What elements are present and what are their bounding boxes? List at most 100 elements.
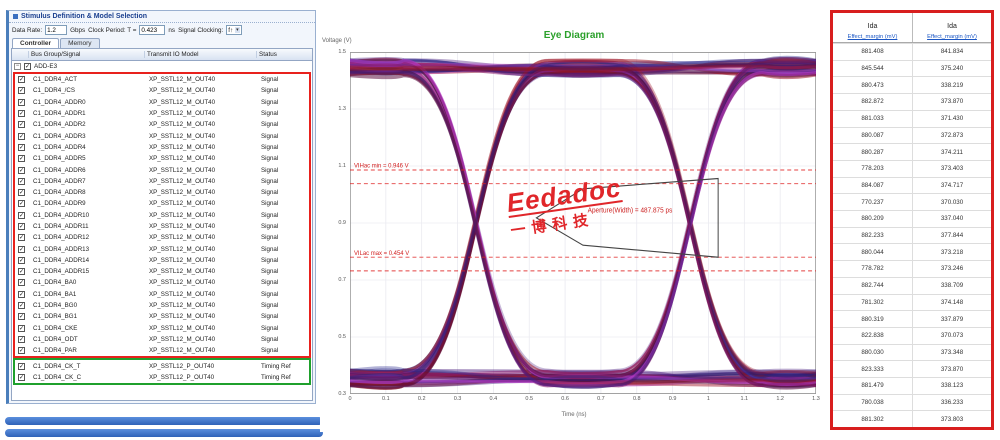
signal-rows-group: ✓ C1_DDR4_ACT XP_SSTL12_M_OUT40 Signal ✓ C1_D… xyxy=(13,72,311,359)
margin-row[interactable]: 882.233 377.844 xyxy=(833,226,991,244)
row-checkbox[interactable]: ✓ xyxy=(18,121,25,129)
table-row[interactable]: ✓ C1_DDR4_ADDR5 XP_SSTL12_M_OUT40 Signal xyxy=(15,153,309,164)
margin-row[interactable]: 884.087 374.717 xyxy=(833,176,991,194)
row-checkbox[interactable]: ✓ xyxy=(18,256,25,264)
margin-col-2-link[interactable]: Effect_margin (mV) xyxy=(927,34,977,40)
margin-row[interactable]: 770.237 370.030 xyxy=(833,193,991,211)
table-row[interactable]: ✓ C1_DDR4_/CS XP_SSTL12_M_OUT40 Signal xyxy=(15,85,309,96)
table-row[interactable]: ✓ C1_DDR4_ADDR6 XP_SSTL12_M_OUT40 Signal xyxy=(15,164,309,175)
row-checkbox[interactable]: ✓ xyxy=(18,324,25,332)
io-model: XP_SSTL12_M_OUT40 xyxy=(149,256,216,264)
row-checkbox[interactable]: ✓ xyxy=(18,177,25,185)
table-row[interactable]: ✓ C1_DDR4_ADDR14 XP_SSTL12_M_OUT40 Signal xyxy=(15,255,309,266)
row-checkbox[interactable]: ✓ xyxy=(18,290,25,298)
table-row[interactable]: ✓ C1_DDR4_ADDR13 XP_SSTL12_M_OUT40 Signal xyxy=(15,243,309,254)
row-status: Signal xyxy=(261,110,279,118)
margin-value: 880.030 xyxy=(861,349,884,356)
row-status: Signal xyxy=(261,335,279,343)
margin-row[interactable]: 880.044 373.218 xyxy=(833,243,991,261)
margin-row[interactable]: 781.302 374.148 xyxy=(833,293,991,311)
row-checkbox[interactable]: ✓ xyxy=(18,234,25,242)
margin-row[interactable]: 882.744 338.709 xyxy=(833,276,991,294)
margin-row[interactable]: 881.408 841.834 xyxy=(833,43,991,60)
row-checkbox[interactable]: ✓ xyxy=(18,347,25,355)
table-row[interactable]: ✓ C1_DDR4_ACT XP_SSTL12_M_OUT40 Signal xyxy=(15,74,309,85)
margin-row[interactable]: 823.333 373.870 xyxy=(833,360,991,378)
io-model: XP_SSTL12_M_OUT40 xyxy=(149,177,216,185)
row-checkbox[interactable]: ✓ xyxy=(18,76,25,84)
table-row[interactable]: ✓ C1_DDR4_ADDR15 XP_SSTL12_M_OUT40 Signal xyxy=(15,266,309,277)
table-row[interactable]: ✓ C1_DDR4_CK_C XP_SSTL12_P_OUT40 Timing Ref xyxy=(15,372,309,383)
tab-controller[interactable]: Controller xyxy=(12,38,60,48)
margin-row[interactable]: 880.473 338.219 xyxy=(833,76,991,94)
margin-row[interactable]: 880.287 374.211 xyxy=(833,143,991,160)
table-row[interactable]: ✓ C1_DDR4_BA1 XP_SSTL12_M_OUT40 Signal xyxy=(15,289,309,300)
table-row[interactable]: ✓ C1_DDR4_ADDR10 XP_SSTL12_M_OUT40 Signal xyxy=(15,210,309,221)
margin-row[interactable]: 881.033 371.430 xyxy=(833,109,991,127)
table-row[interactable]: ✓ C1_DDR4_ADDR2 XP_SSTL12_M_OUT40 Signal xyxy=(15,119,309,130)
row-checkbox[interactable]: ✓ xyxy=(18,211,25,219)
row-status: Signal xyxy=(261,324,279,332)
row-checkbox[interactable]: ✓ xyxy=(18,362,25,370)
table-row[interactable]: ✓ C1_DDR4_ADDR1 XP_SSTL12_M_OUT40 Signal xyxy=(15,108,309,119)
row-checkbox[interactable]: ✓ xyxy=(18,373,25,381)
margin-row[interactable]: 780.038 336.233 xyxy=(833,393,991,411)
row-checkbox[interactable]: ✓ xyxy=(18,313,25,321)
row-checkbox[interactable]: ✓ xyxy=(18,110,25,118)
clock-period-input[interactable] xyxy=(139,25,166,35)
row-checkbox[interactable]: ✓ xyxy=(18,189,25,197)
row-checkbox[interactable]: ✓ xyxy=(18,155,25,163)
io-model: XP_SSTL12_M_OUT40 xyxy=(149,234,216,242)
margin-row[interactable]: 778.203 373.403 xyxy=(833,159,991,177)
table-row[interactable]: ✓ C1_DDR4_ODT XP_SSTL12_M_OUT40 Signal xyxy=(15,334,309,345)
data-rate-input[interactable] xyxy=(45,25,68,35)
table-row[interactable]: ✓ C1_DDR4_ADDR8 XP_SSTL12_M_OUT40 Signal xyxy=(15,187,309,198)
margin-row[interactable]: 880.030 373.348 xyxy=(833,343,991,361)
margin-row[interactable]: 778.782 373.246 xyxy=(833,260,991,277)
margin-row[interactable]: 880.209 337.040 xyxy=(833,210,991,227)
margin-row[interactable]: 881.479 338.123 xyxy=(833,377,991,394)
row-checkbox[interactable]: ✓ xyxy=(18,335,25,343)
margin-row[interactable]: 845.544 375.240 xyxy=(833,59,991,77)
table-row[interactable]: ✓ C1_DDR4_ADDR12 XP_SSTL12_M_OUT40 Signal xyxy=(15,232,309,243)
eye-plot[interactable]: VIHac min = 0.946 V VILac max = 0.454 V Ap… xyxy=(350,52,816,394)
row-checkbox[interactable]: ✓ xyxy=(18,223,25,230)
table-row[interactable]: ✓ C1_DDR4_PAR XP_SSTL12_M_OUT40 Signal xyxy=(15,345,309,356)
margin-value: 374.211 xyxy=(912,144,991,160)
signal-clocking-select[interactable]: f↑ ▾ xyxy=(226,25,242,35)
collapse-icon[interactable]: − xyxy=(14,63,21,70)
table-row[interactable]: ✓ C1_DDR4_ADDR4 XP_SSTL12_M_OUT40 Signal xyxy=(15,142,309,153)
margin-row[interactable]: 880.319 337.879 xyxy=(833,310,991,327)
table-row[interactable]: ✓ C1_DDR4_BG1 XP_SSTL12_M_OUT40 Signal xyxy=(15,311,309,322)
margin-value: 781.302 xyxy=(861,298,884,306)
table-row[interactable]: ✓ C1_DDR4_CK_T XP_SSTL12_P_OUT40 Timing Ref xyxy=(15,360,309,371)
row-checkbox[interactable]: ✓ xyxy=(18,132,25,140)
root-checkbox[interactable]: ✓ xyxy=(24,63,31,70)
tree-root-row[interactable]: − ✓ ADD-E3 xyxy=(12,61,312,72)
table-row[interactable]: ✓ C1_DDR4_ADDR0 XP_SSTL12_M_OUT40 Signal xyxy=(15,97,309,108)
margin-row[interactable]: 880.087 372.873 xyxy=(833,126,991,144)
table-row[interactable]: ✓ C1_DDR4_BG0 XP_SSTL12_M_OUT40 Signal xyxy=(15,300,309,311)
table-row[interactable]: ✓ C1_DDR4_CKE XP_SSTL12_M_OUT40 Signal xyxy=(15,323,309,334)
row-checkbox[interactable]: ✓ xyxy=(18,302,25,310)
row-checkbox[interactable]: ✓ xyxy=(18,245,25,253)
row-checkbox[interactable]: ✓ xyxy=(18,87,25,95)
row-checkbox[interactable]: ✓ xyxy=(18,268,25,276)
tab-memory[interactable]: Memory xyxy=(60,38,100,48)
io-model: XP_SSTL12_M_OUT40 xyxy=(149,324,216,332)
table-row[interactable]: ✓ C1_DDR4_BA0 XP_SSTL12_M_OUT40 Signal xyxy=(15,277,309,288)
table-row[interactable]: ✓ C1_DDR4_ADDR3 XP_SSTL12_M_OUT40 Signal xyxy=(15,130,309,141)
table-row[interactable]: ✓ C1_DDR4_ADDR11 XP_SSTL12_M_OUT40 Signal xyxy=(15,221,309,232)
margin-row[interactable]: 822.838 370.073 xyxy=(833,326,991,344)
table-row[interactable]: ✓ C1_DDR4_ADDR9 XP_SSTL12_M_OUT40 Signal xyxy=(15,198,309,209)
margin-row[interactable]: 882.872 373.870 xyxy=(833,93,991,110)
margin-row[interactable]: 881.302 373.803 xyxy=(833,410,991,428)
table-row[interactable]: ✓ C1_DDR4_ADDR7 XP_SSTL12_M_OUT40 Signal xyxy=(15,176,309,187)
signal-name: C1_DDR4_PAR xyxy=(33,347,77,355)
margin-col-1-link[interactable]: Effect_margin (mV) xyxy=(847,34,898,40)
row-checkbox[interactable]: ✓ xyxy=(18,143,25,151)
row-checkbox[interactable]: ✓ xyxy=(18,279,25,287)
row-checkbox[interactable]: ✓ xyxy=(18,98,25,106)
row-checkbox[interactable]: ✓ xyxy=(18,166,25,174)
row-checkbox[interactable]: ✓ xyxy=(18,200,25,208)
